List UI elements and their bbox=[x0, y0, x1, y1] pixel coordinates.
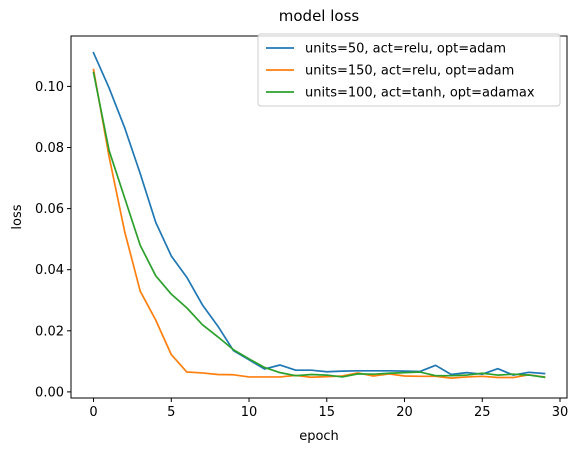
x-axis: 0 5 10 15 20 25 30 bbox=[89, 398, 568, 420]
legend-label-2: units=150, act=relu, opt=adam bbox=[305, 64, 514, 79]
x-tick-label: 15 bbox=[319, 405, 336, 420]
x-tick-label: 25 bbox=[474, 405, 491, 420]
y-tick-label: 0.02 bbox=[35, 324, 64, 339]
legend-label-3: units=100, act=tanh, opt=adamax bbox=[305, 86, 535, 101]
y-axis: 0.00 0.02 0.04 0.06 0.08 0.10 bbox=[35, 80, 71, 400]
y-tick-label: 0.06 bbox=[35, 202, 64, 217]
legend-box bbox=[257, 33, 561, 107]
y-tick-label: 0.08 bbox=[35, 141, 64, 156]
y-axis-label: loss bbox=[10, 204, 25, 229]
x-tick-label: 0 bbox=[89, 405, 97, 420]
legend-label-1: units=50, act=relu, opt=adam bbox=[305, 42, 506, 57]
series-line-1 bbox=[92, 51, 546, 376]
y-tick-label: 0.00 bbox=[35, 385, 64, 400]
series-line-3 bbox=[92, 71, 546, 379]
legend: units=50, act=relu, opt=adam units=150, a… bbox=[257, 33, 561, 107]
series-line-2 bbox=[92, 68, 546, 379]
x-tick-label: 10 bbox=[241, 405, 258, 420]
y-tick-label: 0.10 bbox=[35, 80, 64, 95]
chart-title: model loss bbox=[279, 7, 360, 25]
y-tick-label: 0.04 bbox=[35, 263, 64, 278]
x-tick-label: 20 bbox=[396, 405, 413, 420]
x-tick-label: 5 bbox=[167, 405, 175, 420]
x-tick-label: 30 bbox=[552, 405, 569, 420]
x-axis-label: epoch bbox=[299, 429, 339, 444]
series-lines bbox=[92, 51, 546, 379]
